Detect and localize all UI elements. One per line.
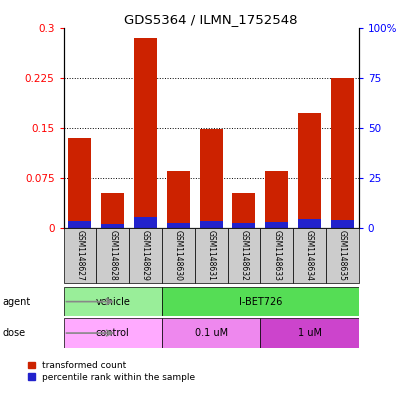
Bar [297,113,320,228]
Bar [265,171,288,228]
Bar [330,220,353,228]
Text: I-BET726: I-BET726 [238,297,281,307]
Text: GSM1148632: GSM1148632 [239,230,248,281]
Bar [297,219,320,228]
Bar [265,222,288,228]
Bar [68,138,91,228]
Bar [199,221,222,228]
Bar [232,223,255,228]
Bar [96,228,129,283]
Bar [63,318,162,348]
Bar [63,228,96,283]
Bar [260,318,358,348]
Bar [129,228,162,283]
Legend: transformed count, percentile rank within the sample: transformed count, percentile rank withi… [25,358,198,385]
Bar [162,287,358,316]
Text: control: control [96,328,129,338]
Bar [227,228,260,283]
Bar [101,224,124,228]
Bar [232,193,255,228]
Text: GSM1148628: GSM1148628 [108,230,117,281]
Bar [134,217,157,228]
Bar [292,228,325,283]
Bar [63,287,162,316]
Text: GSM1148627: GSM1148627 [75,230,84,281]
Text: vehicle: vehicle [95,297,130,307]
Bar [166,171,189,228]
Bar [260,228,292,283]
Bar [162,228,194,283]
Bar [166,223,189,228]
Text: agent: agent [2,297,30,307]
Bar [68,221,91,228]
Bar [199,129,222,228]
Bar [194,228,227,283]
Bar [199,221,222,228]
Text: 1 uM: 1 uM [297,328,321,338]
Title: GDS5364 / ILMN_1752548: GDS5364 / ILMN_1752548 [124,13,297,26]
Text: 0.1 uM: 0.1 uM [194,328,227,338]
Text: GSM1148634: GSM1148634 [304,230,313,281]
Bar [265,222,288,228]
Bar [134,217,157,228]
Bar [68,221,91,228]
Text: dose: dose [2,328,25,338]
Bar [101,224,124,228]
Text: GSM1148635: GSM1148635 [337,230,346,281]
Bar [162,318,260,348]
Bar [330,220,353,228]
Bar [166,223,189,228]
Bar [297,219,320,228]
Bar [134,38,157,228]
Text: GSM1148629: GSM1148629 [141,230,150,281]
Bar [330,78,353,228]
Bar [101,193,124,228]
Text: GSM1148630: GSM1148630 [173,230,182,281]
Text: GSM1148631: GSM1148631 [206,230,215,281]
Text: GSM1148633: GSM1148633 [272,230,281,281]
Bar [232,223,255,228]
Bar [325,228,358,283]
